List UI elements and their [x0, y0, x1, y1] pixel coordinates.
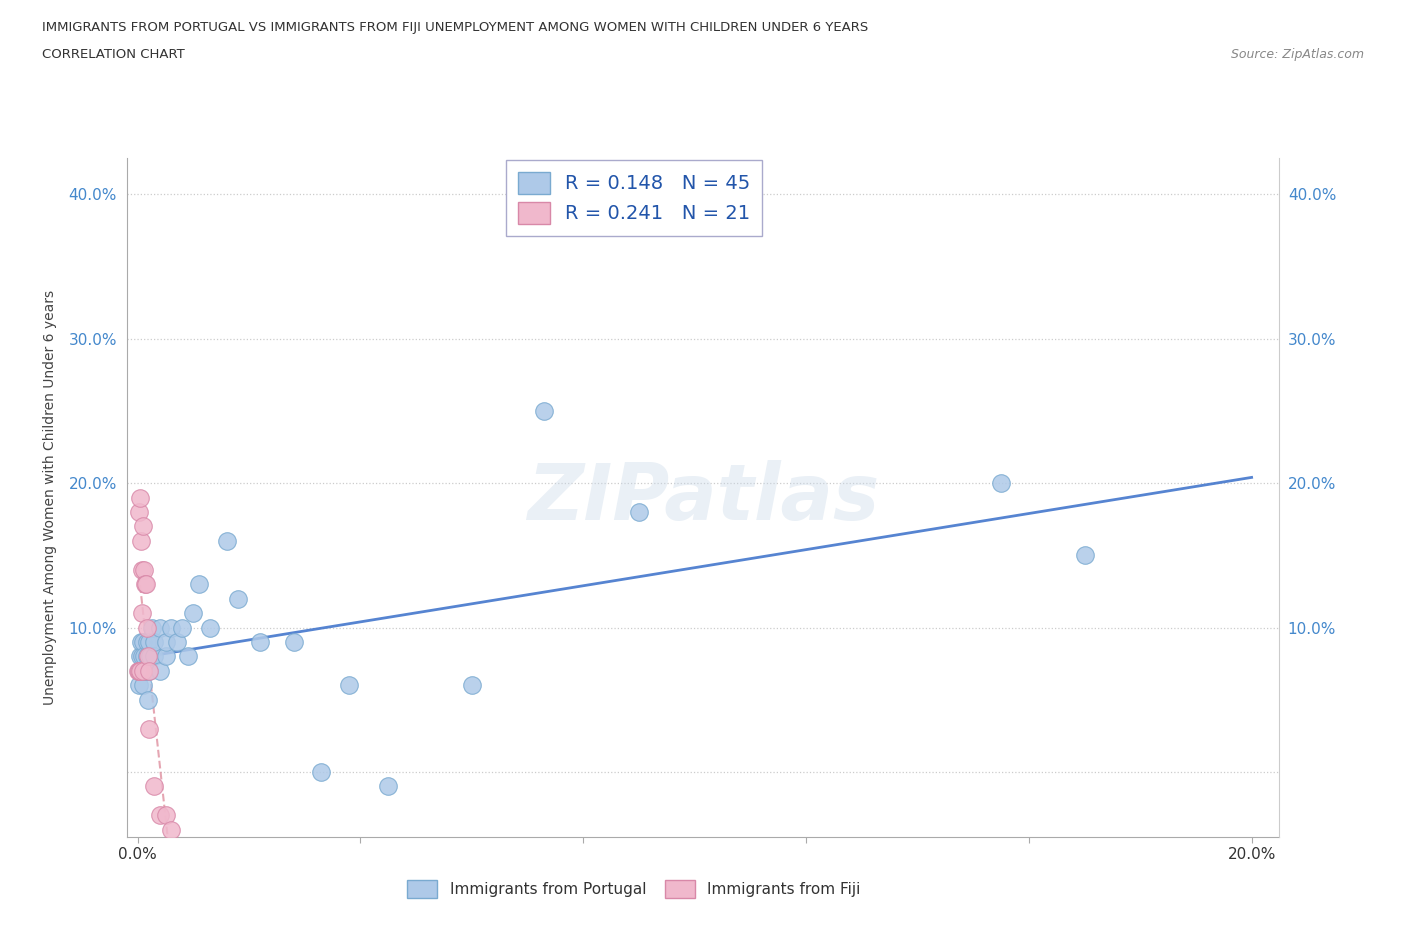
Point	[143, 649, 166, 664]
Point	[132, 519, 155, 534]
Point	[129, 663, 152, 678]
Point	[533, 404, 555, 418]
Point	[337, 678, 360, 693]
Point	[226, 591, 249, 606]
Point	[139, 649, 162, 664]
Text: ZIPatlas: ZIPatlas	[527, 459, 879, 536]
Point	[134, 649, 156, 664]
Point	[132, 663, 155, 678]
Point	[990, 475, 1012, 490]
Point	[149, 663, 172, 678]
Point	[135, 634, 157, 649]
Point	[129, 634, 152, 649]
Point	[143, 779, 166, 794]
Text: IMMIGRANTS FROM PORTUGAL VS IMMIGRANTS FROM FIJI UNEMPLOYMENT AMONG WOMEN WITH C: IMMIGRANTS FROM PORTUGAL VS IMMIGRANTS F…	[42, 21, 869, 34]
Point	[131, 663, 153, 678]
Point	[138, 663, 160, 678]
Point	[160, 620, 183, 635]
Point	[283, 634, 305, 649]
Point	[136, 649, 159, 664]
Point	[136, 692, 159, 707]
Point	[249, 634, 271, 649]
Point	[128, 678, 150, 693]
Point	[134, 577, 156, 591]
Point	[136, 649, 159, 664]
Point	[132, 634, 155, 649]
Point	[166, 634, 188, 649]
Point	[141, 620, 163, 635]
Y-axis label: Unemployment Among Women with Children Under 6 years: Unemployment Among Women with Children U…	[44, 290, 58, 705]
Point	[129, 534, 152, 549]
Point	[155, 649, 177, 664]
Point	[160, 822, 183, 837]
Point	[377, 779, 399, 794]
Point	[187, 577, 209, 591]
Point	[627, 505, 650, 520]
Point	[134, 663, 156, 678]
Point	[183, 605, 205, 620]
Point	[128, 505, 150, 520]
Point	[155, 808, 177, 823]
Point	[143, 634, 166, 649]
Point	[131, 605, 153, 620]
Point	[129, 663, 152, 678]
Point	[134, 563, 156, 578]
Text: Source: ZipAtlas.com: Source: ZipAtlas.com	[1230, 48, 1364, 61]
Point	[155, 634, 177, 649]
Point	[128, 663, 150, 678]
Point	[198, 620, 221, 635]
Point	[129, 490, 152, 505]
Point	[131, 663, 153, 678]
Text: CORRELATION CHART: CORRELATION CHART	[42, 48, 186, 61]
Point	[215, 534, 238, 549]
Point	[138, 663, 160, 678]
Point	[138, 722, 160, 737]
Point	[138, 634, 160, 649]
Point	[135, 577, 157, 591]
Point	[131, 563, 153, 578]
Point	[1073, 548, 1095, 563]
Point	[128, 663, 150, 678]
Point	[311, 764, 333, 779]
Point	[131, 649, 153, 664]
Point	[127, 663, 149, 678]
Point	[135, 620, 157, 635]
Point	[149, 620, 172, 635]
Point	[129, 649, 152, 664]
Point	[172, 620, 194, 635]
Legend: Immigrants from Portugal, Immigrants from Fiji: Immigrants from Portugal, Immigrants fro…	[401, 874, 868, 904]
Point	[177, 649, 200, 664]
Point	[135, 663, 157, 678]
Point	[461, 678, 484, 693]
Point	[149, 808, 172, 823]
Point	[132, 678, 155, 693]
